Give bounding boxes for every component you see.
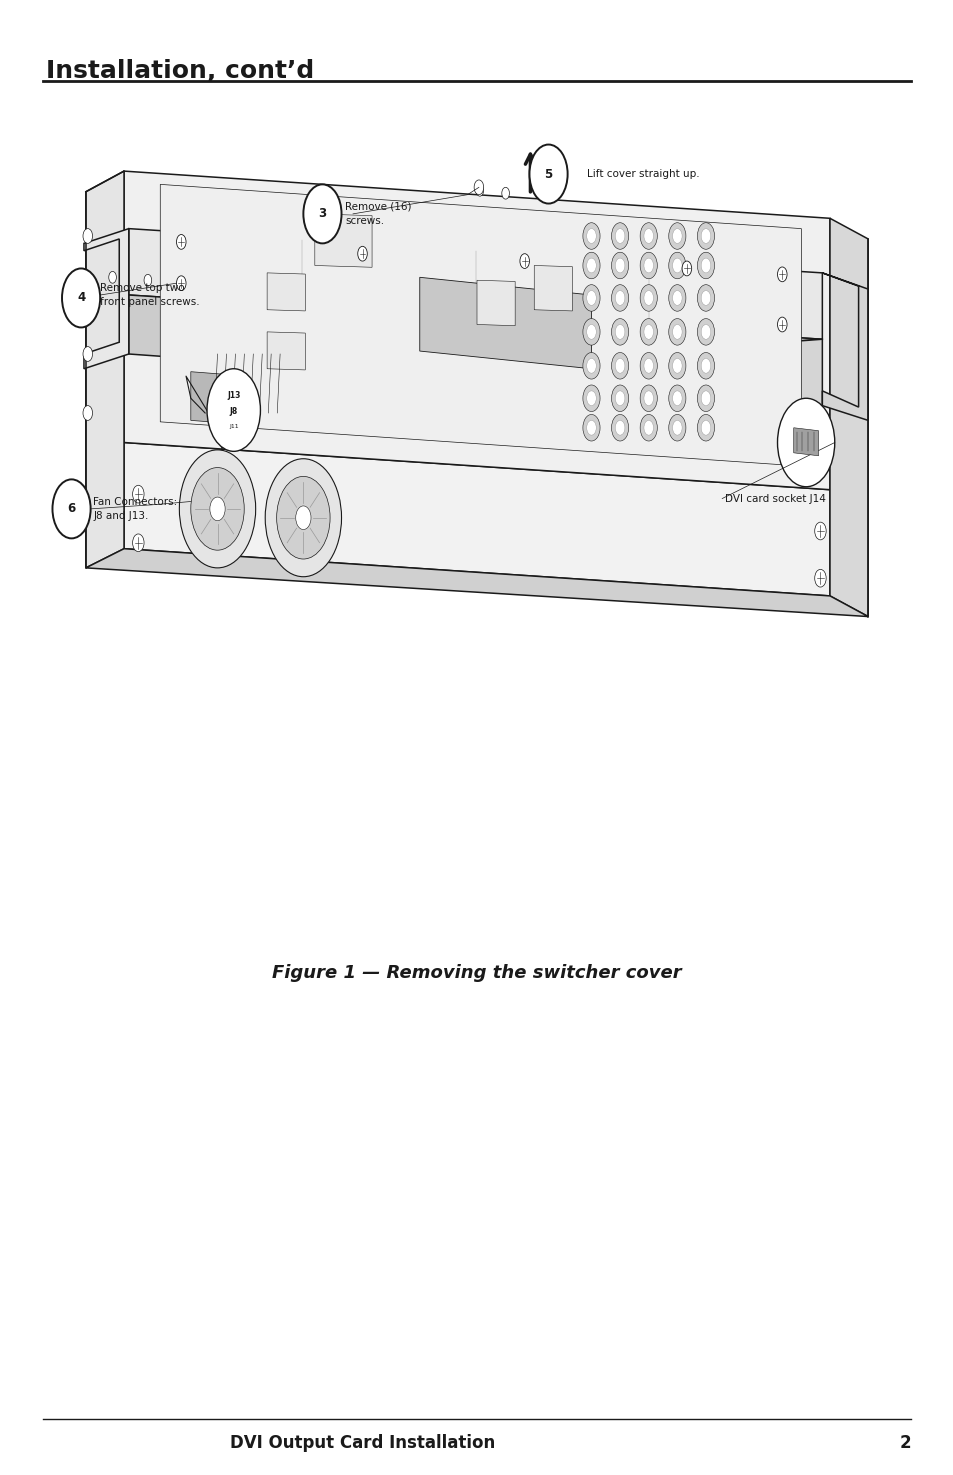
Circle shape <box>672 420 681 435</box>
Circle shape <box>611 285 628 311</box>
Circle shape <box>697 285 714 311</box>
Circle shape <box>668 252 685 279</box>
Circle shape <box>777 398 834 487</box>
Circle shape <box>586 358 596 373</box>
Circle shape <box>611 223 628 249</box>
Circle shape <box>586 391 596 406</box>
Circle shape <box>639 385 657 412</box>
Circle shape <box>615 229 624 243</box>
Text: J13: J13 <box>227 391 240 400</box>
Circle shape <box>700 420 710 435</box>
Circle shape <box>611 353 628 379</box>
Text: Remove (16)
screws.: Remove (16) screws. <box>345 202 412 226</box>
Circle shape <box>700 229 710 243</box>
Circle shape <box>582 223 599 249</box>
Polygon shape <box>86 171 124 568</box>
Circle shape <box>501 187 509 199</box>
Text: Lift cover straight up.: Lift cover straight up. <box>586 170 699 178</box>
Circle shape <box>582 385 599 412</box>
Circle shape <box>176 235 186 249</box>
Circle shape <box>179 450 255 568</box>
Circle shape <box>697 385 714 412</box>
Text: 6: 6 <box>68 503 75 515</box>
Circle shape <box>672 258 681 273</box>
Circle shape <box>643 229 653 243</box>
Circle shape <box>276 476 330 559</box>
Text: 2: 2 <box>899 1434 910 1451</box>
Circle shape <box>668 385 685 412</box>
Circle shape <box>615 391 624 406</box>
Circle shape <box>132 485 144 503</box>
Circle shape <box>668 285 685 311</box>
Circle shape <box>639 223 657 249</box>
Polygon shape <box>86 549 867 617</box>
Circle shape <box>668 353 685 379</box>
Circle shape <box>207 369 260 451</box>
Circle shape <box>611 414 628 441</box>
Circle shape <box>586 229 596 243</box>
Circle shape <box>777 317 786 332</box>
Circle shape <box>672 324 681 339</box>
Text: J11: J11 <box>229 423 238 429</box>
Polygon shape <box>829 218 867 617</box>
Polygon shape <box>476 280 515 326</box>
Polygon shape <box>314 214 372 267</box>
Circle shape <box>672 391 681 406</box>
Circle shape <box>643 258 653 273</box>
Circle shape <box>639 414 657 441</box>
Circle shape <box>672 358 681 373</box>
Circle shape <box>615 258 624 273</box>
Circle shape <box>681 261 691 276</box>
Circle shape <box>62 268 100 327</box>
Circle shape <box>586 420 596 435</box>
Circle shape <box>643 391 653 406</box>
Circle shape <box>83 347 92 361</box>
Circle shape <box>814 522 825 540</box>
Text: Remove top two
front panel screws.: Remove top two front panel screws. <box>100 283 199 307</box>
Polygon shape <box>534 266 572 311</box>
Circle shape <box>697 223 714 249</box>
Circle shape <box>83 288 92 302</box>
Text: DVI card socket J14: DVI card socket J14 <box>724 494 825 503</box>
Circle shape <box>529 145 567 204</box>
Polygon shape <box>419 277 591 369</box>
Text: DVI Output Card Installation: DVI Output Card Installation <box>230 1434 495 1451</box>
Circle shape <box>700 258 710 273</box>
Circle shape <box>639 285 657 311</box>
Circle shape <box>357 246 367 261</box>
Circle shape <box>615 324 624 339</box>
Circle shape <box>668 319 685 345</box>
Circle shape <box>519 254 529 268</box>
Text: 5: 5 <box>544 168 552 180</box>
Polygon shape <box>376 339 821 406</box>
Circle shape <box>672 229 681 243</box>
Circle shape <box>191 468 244 550</box>
Circle shape <box>132 534 144 552</box>
Circle shape <box>668 223 685 249</box>
Circle shape <box>582 353 599 379</box>
Circle shape <box>615 420 624 435</box>
Circle shape <box>697 319 714 345</box>
Circle shape <box>700 391 710 406</box>
Circle shape <box>700 291 710 305</box>
Circle shape <box>700 324 710 339</box>
Circle shape <box>639 252 657 279</box>
Polygon shape <box>267 332 305 370</box>
Circle shape <box>668 414 685 441</box>
Circle shape <box>643 324 653 339</box>
Polygon shape <box>793 428 818 456</box>
Circle shape <box>586 324 596 339</box>
Polygon shape <box>124 171 829 490</box>
Circle shape <box>611 385 628 412</box>
Circle shape <box>582 285 599 311</box>
Circle shape <box>643 420 653 435</box>
Circle shape <box>643 291 653 305</box>
Circle shape <box>697 252 714 279</box>
Circle shape <box>474 180 483 195</box>
Polygon shape <box>129 295 821 372</box>
Circle shape <box>83 229 92 243</box>
Circle shape <box>777 267 786 282</box>
Circle shape <box>814 569 825 587</box>
Circle shape <box>210 497 225 521</box>
Polygon shape <box>160 184 801 466</box>
